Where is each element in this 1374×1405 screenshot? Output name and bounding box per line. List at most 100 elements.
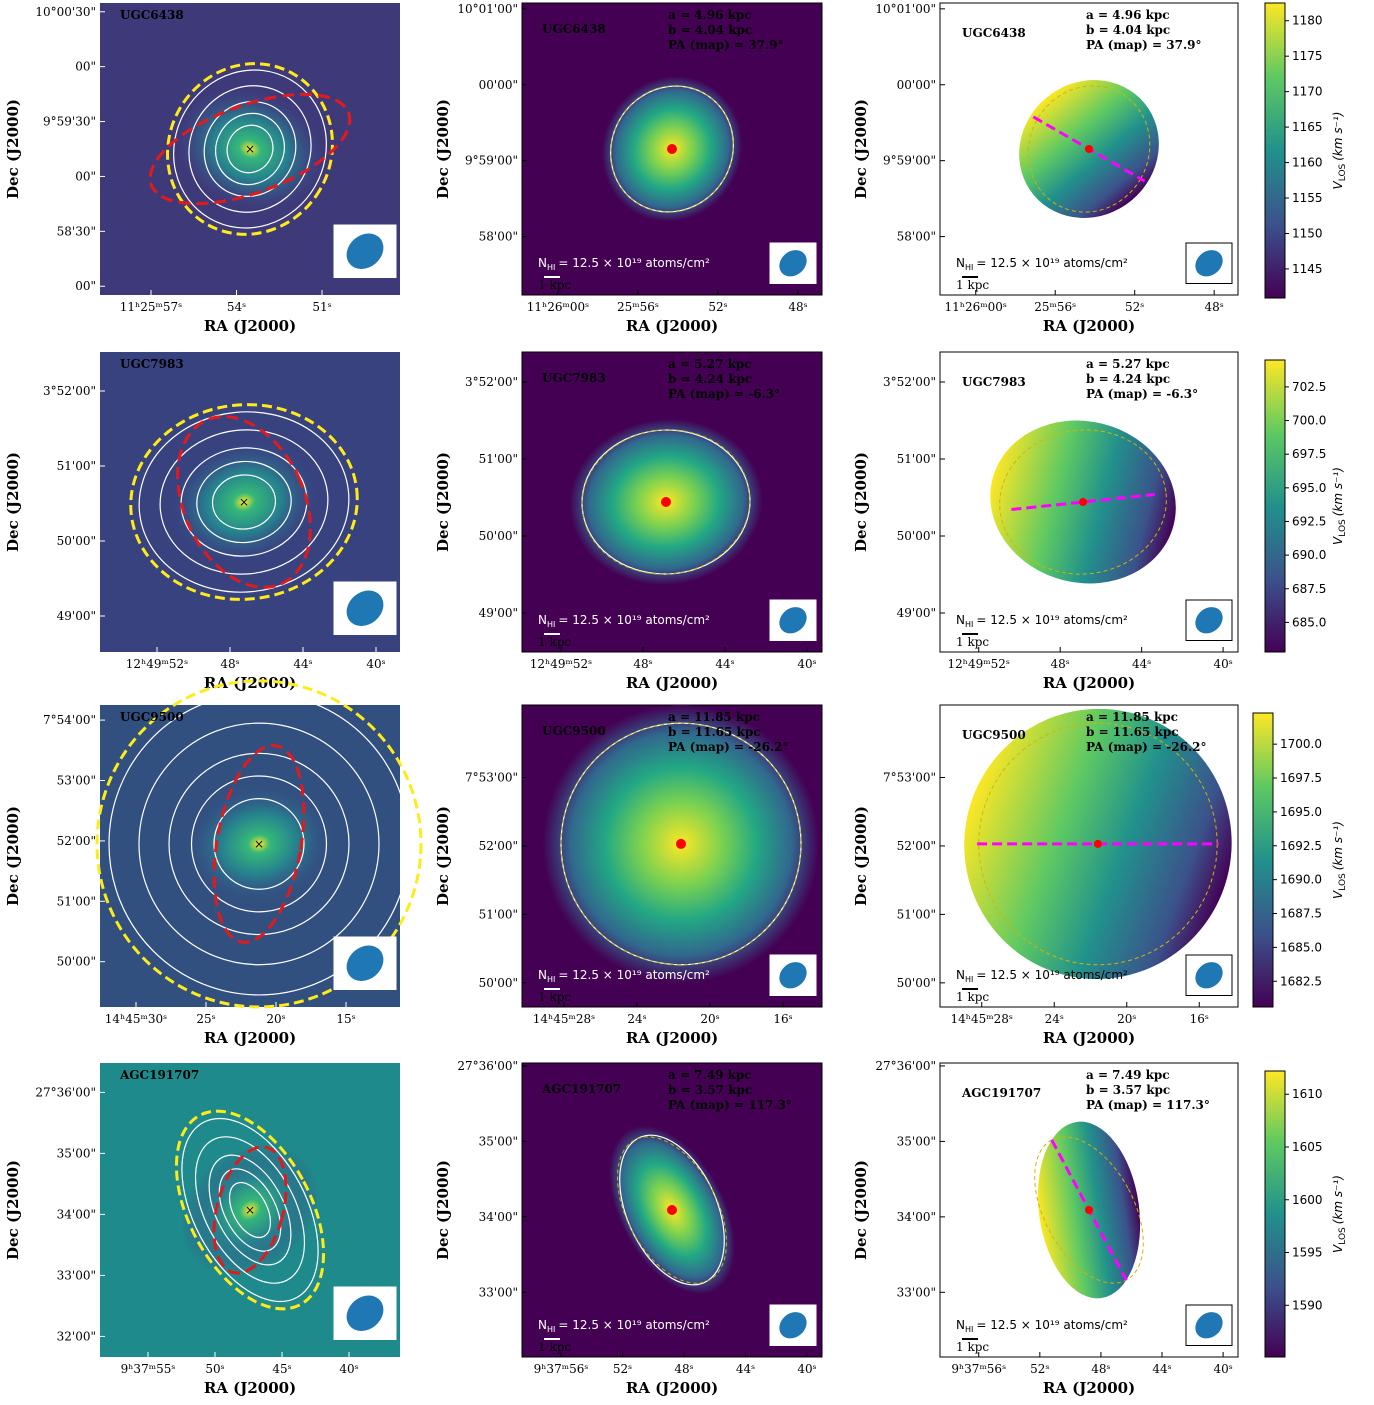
x-tick-label: 48ˢ	[633, 657, 652, 671]
nhi-symbol: N	[956, 256, 965, 270]
optical-panel: ×UGC643810°00'30"00"9°59'30"00"58'30"00"…	[4, 3, 400, 335]
x-axis-label: RA (J2000)	[626, 1029, 718, 1047]
y-tick-label: 51'00"	[57, 894, 96, 908]
fit-b: b = 4.04 kpc	[1086, 23, 1170, 37]
optical-panel: ×UGC95007°54'00"53'00"52'00"51'00"50'00"…	[4, 681, 421, 1047]
fit-pa: PA (map) = -26.2°	[1086, 740, 1206, 754]
scale-label: 1 kpc	[538, 278, 571, 292]
colorbar-tick-label: 695.0	[1292, 481, 1326, 495]
x-tick-label: 44ˢ	[1152, 1362, 1171, 1376]
fit-pa: PA (map) = -26.2°	[668, 740, 788, 754]
velocity-panel: UGC9500a = 11.85 kpcb = 11.65 kpcPA (map…	[852, 671, 1270, 1047]
colorbar-tick-label: 687.5	[1292, 582, 1326, 596]
colorbar-tick-label: 1692.5	[1280, 839, 1322, 853]
y-tick-label: 58'00"	[897, 230, 936, 244]
y-axis-label: Dec (J2000)	[4, 99, 22, 199]
y-tick-label: 32'00"	[57, 1329, 96, 1343]
nhi-label: NHI= 12.5 × 10¹⁹ atoms/cm²	[538, 968, 710, 984]
colorbar-tick-label: 1155	[1292, 191, 1323, 205]
x-axis-label: RA (J2000)	[204, 317, 296, 335]
colorbar-tick-label: 702.5	[1292, 380, 1326, 394]
colorbar-tick-label: 1610	[1292, 1087, 1323, 1101]
y-tick-label: 49'00"	[479, 606, 518, 620]
center	[667, 144, 677, 154]
colorbar-tick-label: 1697.5	[1280, 771, 1322, 785]
colorbar-tick-label: 1600	[1292, 1193, 1323, 1207]
colorbar-label: VLOS(km s⁻¹)	[1331, 467, 1348, 545]
colorbar-tick-label: 1682.5	[1280, 974, 1322, 988]
galaxy-name: UGC7983	[542, 371, 606, 385]
colorbar-tick-label: 1695.0	[1280, 805, 1322, 819]
x-tick-label: 51ˢ	[312, 300, 331, 314]
y-tick-label: 27°36'00"	[457, 1059, 518, 1073]
scale-label: 1 kpc	[956, 278, 989, 292]
nhi-symbol: N	[956, 613, 965, 627]
x-tick-label: 54ˢ	[227, 300, 246, 314]
x-axis-label: RA (J2000)	[626, 674, 718, 692]
y-axis-label: Dec (J2000)	[4, 452, 22, 552]
y-axis-label: Dec (J2000)	[4, 806, 22, 906]
y-tick-label: 50'00"	[897, 529, 936, 543]
y-tick-label: 35'00"	[897, 1134, 936, 1148]
colorbar: 1682.51685.01687.51690.01692.51695.01697…	[1253, 713, 1348, 1007]
fit-b: b = 3.57 kpc	[1086, 1083, 1170, 1097]
colorbar-tick-label: 1700.0	[1280, 737, 1322, 751]
y-tick-label: 49'00"	[57, 609, 96, 623]
x-tick-label: 12ʰ49ᵐ52ˢ	[948, 657, 1010, 671]
y-axis-label: Dec (J2000)	[852, 452, 870, 552]
x-tick-label: 9ʰ37ᵐ56ˢ	[534, 1362, 589, 1376]
y-tick-label: 9°59'00"	[465, 154, 518, 168]
scale-label: 1 kpc	[538, 990, 571, 1004]
colorbar-tick-label: 685.0	[1292, 615, 1326, 629]
y-axis-label: Dec (J2000)	[852, 806, 870, 906]
y-tick-label: 3°52'00"	[465, 375, 518, 389]
nhi-text: = 12.5 × 10¹⁹ atoms/cm²	[558, 256, 710, 270]
y-tick-label: 52'00"	[897, 839, 936, 853]
x-tick-label: 20ˢ	[1117, 1012, 1136, 1026]
colorbar-scale	[1265, 3, 1285, 298]
x-tick-label: 40ˢ	[339, 1362, 358, 1376]
y-tick-label: 7°54'00"	[43, 713, 96, 727]
x-tick-label: 52ˢ	[1030, 1362, 1049, 1376]
fit-pa: PA (map) = 117.3°	[668, 1098, 792, 1112]
colorbar-subscript: LOS	[1338, 1227, 1348, 1245]
nhi-subscript: HI	[547, 620, 555, 629]
nhi-symbol: N	[538, 256, 547, 270]
y-tick-label: 50'00"	[479, 976, 518, 990]
y-axis-label: Dec (J2000)	[852, 1160, 870, 1260]
galaxy-name: UGC7983	[962, 375, 1026, 389]
nhi-subscript: HI	[547, 1325, 555, 1334]
nhi-symbol: N	[538, 613, 547, 627]
galaxy-name: UGC6438	[542, 22, 606, 36]
y-tick-label: 33'00"	[57, 1268, 96, 1282]
galaxy-name: UGC6438	[962, 26, 1026, 40]
y-tick-label: 00"	[75, 279, 96, 293]
nhi-symbol: N	[956, 968, 965, 982]
colorbar-tick-label: 700.0	[1292, 414, 1326, 428]
y-axis-label: Dec (J2000)	[434, 806, 452, 906]
nhi-label: NHI= 12.5 × 10¹⁹ atoms/cm²	[538, 256, 710, 272]
y-tick-label: 51'00"	[897, 452, 936, 466]
x-tick-label: 44ˢ	[293, 657, 312, 671]
nhi-subscript: HI	[547, 975, 555, 984]
center-mark: ×	[254, 837, 264, 851]
galaxy-name: AGC191707	[119, 1068, 199, 1082]
colorbar-tick-label: 697.5	[1292, 447, 1326, 461]
x-tick-label: 11ʰ26ᵐ00ˢ	[945, 300, 1007, 314]
x-tick-label: 24ˢ	[1045, 1012, 1064, 1026]
colorbar: 11451150115511601165117011751180VLOS(km …	[1265, 3, 1348, 298]
colorbar-scale	[1265, 360, 1285, 652]
fit-b: b = 4.24 kpc	[1086, 372, 1170, 386]
y-tick-label: 52'00"	[479, 839, 518, 853]
x-axis-label: RA (J2000)	[626, 1379, 718, 1397]
nhi-text: = 12.5 × 10¹⁹ atoms/cm²	[976, 1318, 1128, 1332]
y-tick-label: 51'00"	[479, 452, 518, 466]
y-tick-label: 3°52'00"	[43, 384, 96, 398]
y-tick-label: 00'00"	[479, 78, 518, 92]
x-tick-label: 25ˢ	[196, 1012, 215, 1026]
x-tick-label: 14ʰ45ᵐ28ˢ	[951, 1012, 1013, 1026]
nhi-label: NHI= 12.5 × 10¹⁹ atoms/cm²	[956, 256, 1128, 272]
nhi-symbol: N	[538, 1318, 547, 1332]
